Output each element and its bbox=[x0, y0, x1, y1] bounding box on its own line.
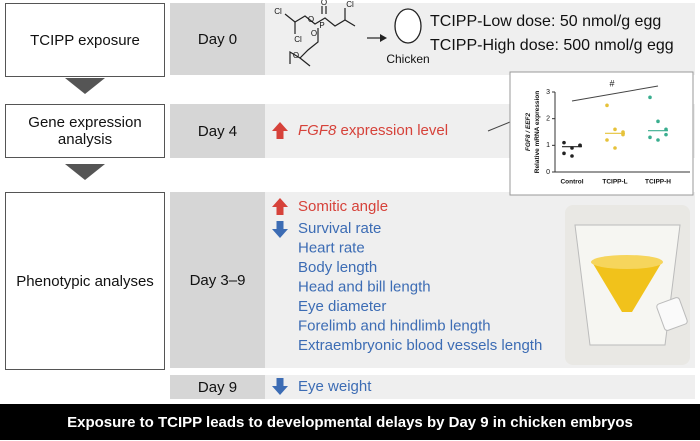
arrow-head bbox=[380, 34, 387, 42]
decreased-trait: Heart rate bbox=[298, 239, 365, 256]
dose-low: TCIPP-Low dose: 50 nmol/g egg bbox=[430, 13, 661, 30]
up-arrow bbox=[272, 122, 288, 139]
step-box: Phenotypic analyses bbox=[5, 192, 165, 370]
illustrations: Chicken TCIPP-Low dose: 50 nmol/g egg TC… bbox=[65, 0, 694, 395]
decreased-trait: Survival rate bbox=[298, 220, 381, 237]
y-tick-label: 1 bbox=[546, 142, 550, 149]
point bbox=[656, 119, 660, 124]
photo bbox=[565, 205, 690, 365]
down-arrow bbox=[272, 221, 288, 238]
decreased-trait: Forelimb and hindlimb length bbox=[298, 317, 491, 334]
flow-arrow bbox=[65, 78, 105, 94]
y-label: FGF8 / EEF2 Relative mRNA expression bbox=[525, 91, 541, 174]
atom: P bbox=[319, 21, 324, 30]
atom: O bbox=[308, 15, 314, 24]
atom: Cl bbox=[346, 0, 354, 9]
chemical-structure bbox=[284, 6, 356, 67]
decreased-trait: Body length bbox=[298, 259, 377, 276]
step-box: TCIPP exposure bbox=[5, 3, 165, 77]
y-label-gene: FGF8 / EEF2 bbox=[525, 112, 532, 151]
yolk-top bbox=[591, 255, 663, 269]
inset-frame bbox=[509, 71, 694, 196]
flow-arrow bbox=[65, 164, 105, 180]
point bbox=[648, 95, 652, 100]
x-tick-label: TCIPP-L bbox=[602, 179, 627, 186]
conclusion: Exposure to TCIPP leads to developmental… bbox=[0, 404, 700, 440]
dose-high: TCIPP-High dose: 500 nmol/g egg bbox=[430, 37, 674, 54]
atom: O bbox=[311, 29, 317, 38]
egg bbox=[394, 8, 422, 44]
step-box: Gene expression analysis bbox=[5, 104, 165, 158]
lid bbox=[656, 297, 688, 331]
y-tick-label: 0 bbox=[546, 169, 550, 176]
point bbox=[570, 154, 574, 158]
increased-trait: Somitic angle bbox=[298, 198, 388, 215]
y-tick-label: 3 bbox=[546, 89, 550, 96]
x-tick-label: Control bbox=[560, 179, 583, 186]
gene-text: FGF8 expression level bbox=[298, 122, 448, 139]
decreased-trait: Eye diameter bbox=[298, 298, 386, 315]
point bbox=[613, 146, 617, 150]
annotation: # bbox=[609, 78, 614, 88]
decreased-trait: Head and bill length bbox=[298, 278, 431, 295]
decreased-trait: Eye weight bbox=[298, 378, 372, 395]
point bbox=[605, 138, 609, 142]
y-tick-label: 2 bbox=[546, 116, 550, 123]
atom: O bbox=[293, 51, 299, 60]
point bbox=[605, 103, 609, 108]
point bbox=[656, 138, 660, 142]
point bbox=[648, 135, 652, 140]
point bbox=[562, 140, 566, 145]
gene: FGF8 bbox=[298, 122, 337, 139]
day-label: Day 9 bbox=[170, 375, 265, 399]
x-tick-label: TCIPP-H bbox=[645, 179, 671, 186]
point bbox=[613, 127, 617, 132]
y-label: Relative mRNA expression bbox=[534, 91, 541, 174]
point bbox=[664, 132, 668, 137]
day-label: Day 4 bbox=[170, 104, 265, 158]
day-label: Day 3–9 bbox=[170, 192, 265, 368]
connector bbox=[487, 121, 511, 132]
day-label: Day 0 bbox=[170, 3, 265, 75]
decreased-trait: Extraembryonic blood vessels length bbox=[298, 337, 542, 354]
point bbox=[562, 151, 566, 156]
atom: O bbox=[321, 0, 327, 7]
yolk bbox=[592, 262, 662, 312]
atom: Cl bbox=[274, 7, 282, 16]
atom: Cl bbox=[294, 35, 302, 44]
organism: Chicken bbox=[386, 52, 429, 66]
up-arrow bbox=[272, 198, 288, 215]
down-arrow bbox=[272, 378, 288, 395]
trend-line bbox=[571, 85, 659, 102]
gene-text: expression level bbox=[341, 122, 449, 139]
